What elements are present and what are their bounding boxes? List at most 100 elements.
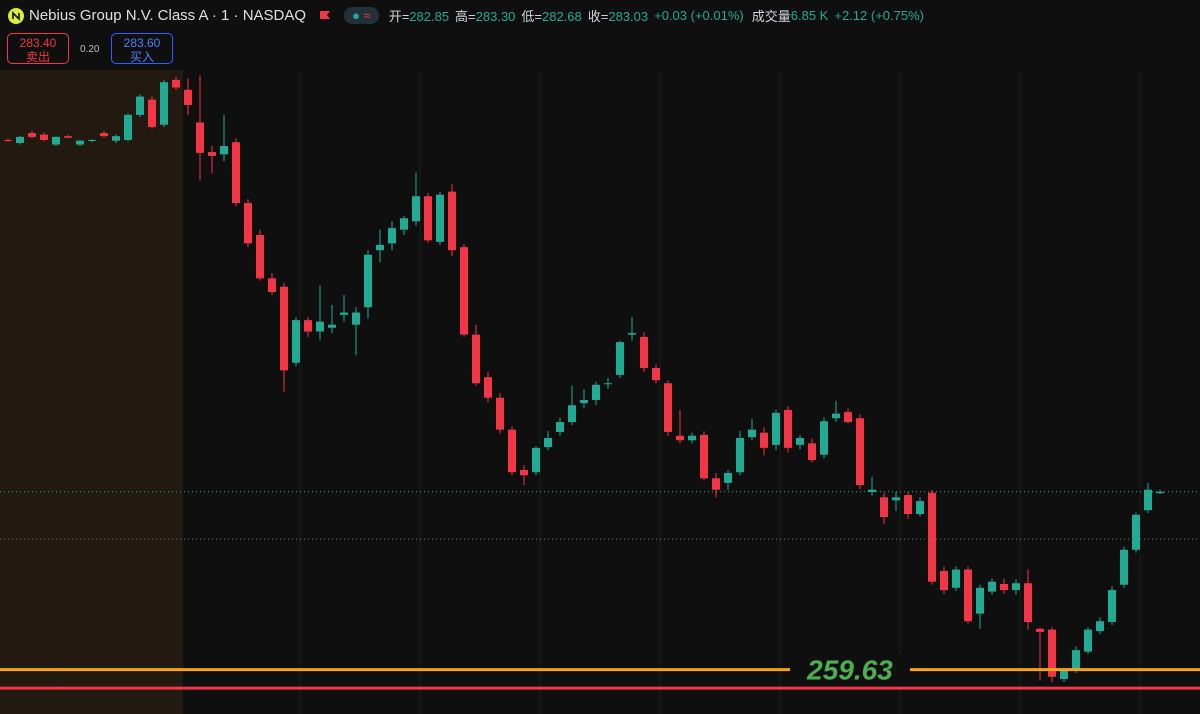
change: +0.03 (+0.01%) — [654, 8, 744, 23]
candle-body — [1096, 621, 1104, 632]
candle-body — [1120, 549, 1128, 585]
candle-body — [544, 438, 552, 448]
candle-body — [28, 133, 36, 137]
plot: 259.63 — [0, 70, 1200, 714]
header: Nebius Group N.V. Class A · 1 · NASDAQ ●… — [8, 6, 924, 25]
candle-body — [1036, 628, 1044, 632]
candle-body — [844, 412, 852, 423]
logo — [8, 7, 24, 24]
candle-body — [712, 478, 720, 490]
candle-body — [184, 89, 192, 105]
candle-body — [652, 368, 660, 381]
candle-body — [484, 377, 492, 398]
ohlc-label: 低= — [521, 9, 542, 24]
candle-body — [700, 434, 708, 479]
candle-body — [556, 422, 564, 432]
candle-body — [88, 139, 96, 141]
candle-body — [160, 82, 168, 125]
candle-body — [424, 196, 432, 241]
candle-body — [520, 469, 528, 476]
candle-body — [1048, 629, 1056, 677]
buy-button[interactable]: 283.60 买入 — [111, 33, 173, 64]
candle-body — [4, 139, 12, 141]
candle-body — [580, 399, 588, 404]
candle-body — [256, 234, 264, 279]
candle-body — [808, 443, 816, 461]
candle-body — [928, 492, 936, 582]
candle-body — [976, 587, 984, 614]
candle-body — [352, 312, 360, 325]
candle-body — [1024, 583, 1032, 622]
candle-body — [172, 79, 180, 88]
candle-body — [1000, 583, 1008, 591]
candle-body — [940, 571, 948, 591]
candle-body — [196, 122, 204, 153]
candle-body — [232, 142, 240, 204]
candle-body — [124, 114, 132, 140]
candle-body — [532, 447, 540, 473]
candle-body — [112, 136, 120, 141]
candle-body — [292, 320, 300, 363]
candle-body — [16, 136, 24, 143]
symbol: Nebius Group N.V. Class A · 1 · NASDAQ — [29, 7, 307, 24]
spread: 0.20 — [80, 44, 100, 55]
candle-body — [508, 429, 516, 473]
candle-body — [1072, 650, 1080, 670]
candle-body — [472, 334, 480, 384]
candle-body — [364, 254, 372, 308]
candle-body — [856, 418, 864, 486]
candle-body — [832, 413, 840, 419]
ohlc: 开=282.85 高=283.30 低=282.68 收=283.03 — [389, 6, 648, 25]
volume-label: 成交量 — [751, 9, 791, 24]
candle-body — [148, 99, 156, 128]
candle-body — [988, 581, 996, 592]
candle-body — [628, 333, 636, 335]
candle-body — [760, 432, 768, 448]
candle-body — [52, 136, 60, 145]
sell-button[interactable]: 283.40 卖出 — [7, 33, 69, 64]
candle-body — [784, 409, 792, 448]
candle-body — [388, 228, 396, 244]
ohlc-value: 282.85 — [409, 9, 450, 24]
candle-body — [208, 152, 216, 156]
candle-body — [1132, 514, 1140, 550]
candle-body — [436, 194, 444, 242]
ohlc-label: 高= — [455, 9, 476, 24]
candle-body — [1012, 583, 1020, 591]
premarket-shade — [0, 70, 183, 714]
buy-label: 买入 — [129, 50, 154, 64]
volume-change: +2.12 (+0.75%) — [834, 8, 924, 23]
candle-body — [244, 203, 252, 244]
candle-body — [772, 412, 780, 445]
candle-body — [316, 321, 324, 332]
candle-body — [1060, 669, 1068, 680]
candle-body — [1084, 629, 1092, 652]
candle-body — [892, 497, 900, 501]
candle-body — [868, 489, 876, 492]
candle-body — [952, 569, 960, 588]
ohlc-value: 282.68 — [542, 9, 582, 24]
candle-body — [1144, 489, 1152, 511]
flag-icon[interactable] — [318, 10, 332, 22]
candle-body — [748, 429, 756, 438]
candle-body — [736, 438, 744, 473]
candle-body — [916, 501, 924, 515]
candle-body — [76, 140, 84, 145]
status-pill[interactable]: ● ≈ — [344, 7, 379, 24]
candle-body — [904, 495, 912, 515]
volume: 6.85 K — [790, 8, 829, 23]
candle-body — [100, 133, 108, 137]
candle-body — [592, 384, 600, 400]
candle-body — [676, 435, 684, 441]
candle-body — [40, 134, 48, 140]
candle-body — [1108, 590, 1116, 622]
price-label: 259.63 — [806, 655, 893, 686]
candle-body — [604, 383, 612, 385]
candle-body — [448, 191, 456, 251]
candle-body — [688, 435, 696, 441]
candle-body — [964, 569, 972, 622]
candle-body — [796, 438, 804, 445]
candle-body — [400, 218, 408, 230]
